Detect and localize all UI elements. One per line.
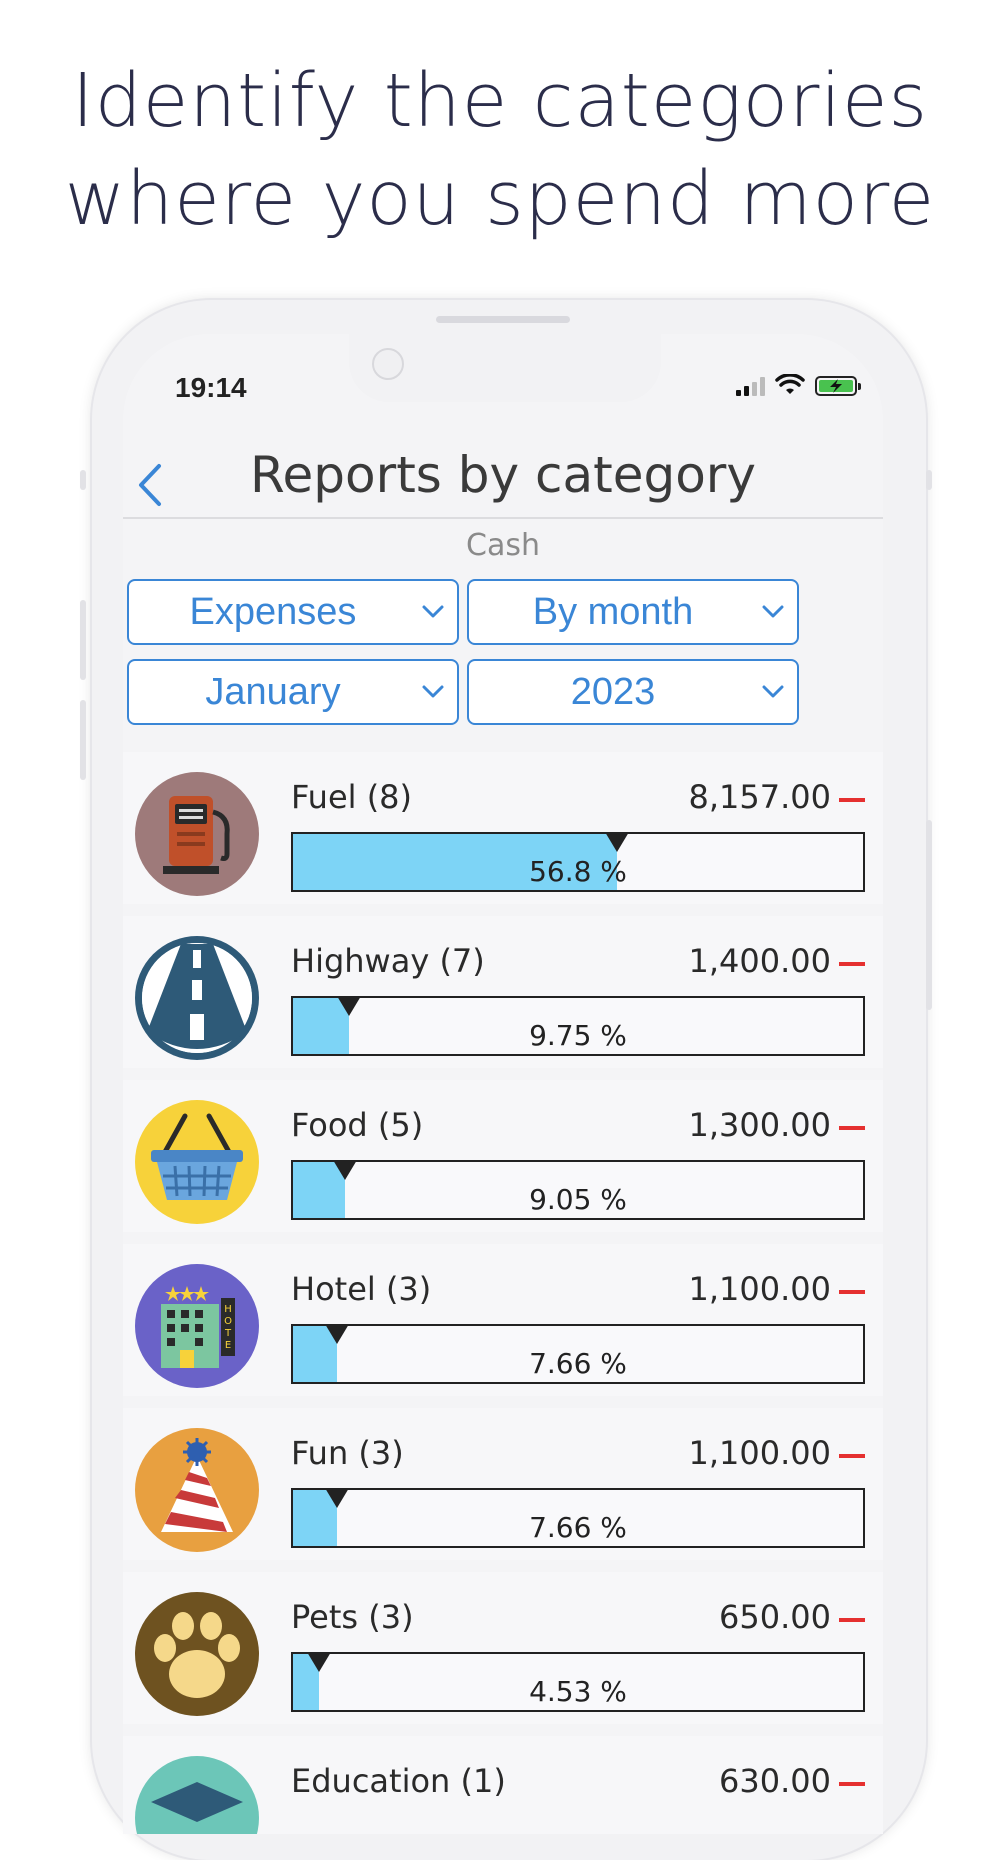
percent-bar: 9.05 % [291, 1160, 865, 1220]
chevron-down-icon [762, 605, 784, 618]
category-amount: 1,100.00 [688, 1434, 832, 1472]
percent-bar-fill [293, 834, 617, 890]
phone-side-button-right [926, 470, 932, 490]
chevron-down-icon [422, 605, 444, 618]
wifi-icon [775, 374, 805, 394]
phone-volume-down-button [80, 700, 86, 780]
nav-divider [123, 517, 883, 519]
category-name: Hotel (3) [291, 1270, 432, 1308]
percent-label: 4.53 % [529, 1675, 627, 1708]
expense-minus-icon [839, 798, 865, 802]
phone-side-button [80, 470, 86, 490]
shopping-basket-icon [135, 1100, 259, 1224]
category-row-hotel[interactable]: H O T E Hotel (3) 1,100.00 7.66 % [123, 1244, 883, 1396]
expense-minus-icon [839, 1782, 865, 1786]
phone-power-button [926, 820, 932, 1010]
percent-label: 7.66 % [529, 1347, 627, 1380]
type-select-value: Expenses [189, 591, 357, 633]
percent-bar: 9.75 % [291, 996, 865, 1056]
percent-marker-icon [604, 832, 629, 852]
svg-text:O: O [224, 1316, 232, 1327]
year-select-value: 2023 [570, 671, 656, 713]
expense-minus-icon [839, 1290, 865, 1294]
category-name: Fuel (8) [291, 778, 413, 816]
phone-volume-up-button [80, 600, 86, 680]
percent-bar: 7.66 % [291, 1488, 865, 1548]
category-name: Education (1) [291, 1762, 506, 1800]
chevron-down-icon [762, 685, 784, 698]
category-row-fuel[interactable]: Fuel (8) 8,157.00 56.8 % [123, 752, 883, 904]
headline-line-1: Identify the categories [71, 58, 929, 144]
period-select-value: By month [532, 591, 694, 633]
page-title: Reports by category [250, 446, 756, 504]
cellular-signal-icon [736, 376, 765, 396]
category-row-fun[interactable]: Fun (3) 1,100.00 7.66 % [123, 1408, 883, 1560]
percent-bar: 7.66 % [291, 1324, 865, 1384]
category-name: Pets (3) [291, 1598, 414, 1636]
phone-camera [372, 348, 404, 380]
percent-label: 7.66 % [529, 1511, 627, 1544]
category-amount: 650.00 [719, 1598, 831, 1636]
year-select[interactable]: 2023 [467, 659, 799, 725]
battery-charging-icon [815, 376, 861, 396]
percent-label: 56.8 % [529, 855, 627, 888]
phone-screen: 19:14 Reports by category Cash Expenses … [123, 334, 883, 1834]
fuel-pump-icon [135, 772, 259, 896]
expense-minus-icon [839, 962, 865, 966]
marketing-headline: Identify the categories where you spend … [0, 52, 1000, 248]
status-time: 19:14 [175, 372, 247, 403]
account-name: Cash [466, 528, 540, 563]
headline-line-2: where you spend more [64, 156, 936, 242]
education-icon [135, 1756, 259, 1834]
period-select[interactable]: By month [467, 579, 799, 645]
hotel-icon: H O T E [135, 1264, 259, 1388]
phone-speaker [436, 316, 570, 323]
percent-label: 9.75 % [529, 1019, 627, 1052]
back-button[interactable] [135, 454, 175, 514]
expense-minus-icon [839, 1454, 865, 1458]
party-hat-icon [135, 1428, 259, 1552]
category-amount: 1,400.00 [688, 942, 832, 980]
svg-text:T: T [224, 1328, 232, 1339]
percent-label: 9.05 % [529, 1183, 627, 1216]
percent-marker-icon [332, 1160, 357, 1180]
category-amount: 1,100.00 [688, 1270, 832, 1308]
category-name: Fun (3) [291, 1434, 404, 1472]
expense-minus-icon [839, 1126, 865, 1130]
percent-bar: 56.8 % [291, 832, 865, 892]
paw-icon [135, 1592, 259, 1716]
month-select-value: January [205, 671, 341, 713]
expense-minus-icon [839, 1618, 865, 1622]
type-select[interactable]: Expenses [127, 579, 459, 645]
category-name: Highway (7) [291, 942, 485, 980]
svg-text:H: H [224, 1304, 232, 1315]
percent-marker-icon [324, 1488, 349, 1508]
percent-marker-icon [306, 1652, 331, 1672]
highway-icon [135, 936, 259, 1060]
category-row-food[interactable]: Food (5) 1,300.00 9.05 % [123, 1080, 883, 1232]
month-select[interactable]: January [127, 659, 459, 725]
chevron-left-icon [139, 464, 161, 506]
chevron-down-icon [422, 685, 444, 698]
status-icons [736, 374, 861, 396]
svg-text:E: E [225, 1340, 231, 1351]
category-row-highway[interactable]: Highway (7) 1,400.00 9.75 % [123, 916, 883, 1068]
category-amount: 8,157.00 [688, 778, 832, 816]
category-name: Food (5) [291, 1106, 424, 1144]
category-amount: 630.00 [719, 1762, 831, 1800]
percent-marker-icon [324, 1324, 349, 1344]
category-row-education[interactable]: Education (1) 630.00 [123, 1736, 883, 1834]
category-amount: 1,300.00 [688, 1106, 832, 1144]
category-row-pets[interactable]: Pets (3) 650.00 4.53 % [123, 1572, 883, 1724]
percent-marker-icon [336, 996, 361, 1016]
percent-bar: 4.53 % [291, 1652, 865, 1712]
